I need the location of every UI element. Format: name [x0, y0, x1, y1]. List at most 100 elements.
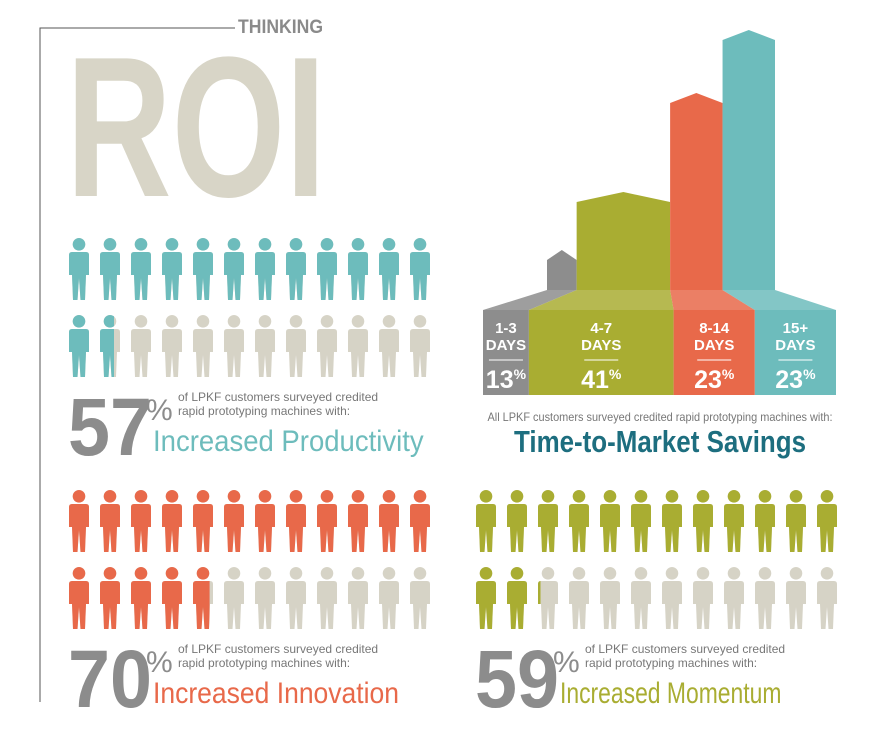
chart-title: Time-to-Market Savings — [514, 424, 806, 459]
person-filled — [569, 490, 589, 552]
bar-tower — [576, 192, 671, 290]
people — [69, 490, 430, 629]
person-filled — [476, 490, 496, 552]
caption-box: of LPKF customers surveyed credited rapi… — [178, 642, 379, 670]
category-label-box: 8-14 DAYS — [694, 320, 735, 354]
person-empty — [131, 315, 151, 377]
person-empty — [255, 315, 275, 377]
person-filled — [317, 238, 337, 300]
category-label-box: 15+ DAYS — [775, 320, 816, 354]
person-filled — [379, 490, 399, 552]
person-filled — [693, 490, 713, 552]
kicker: THINKING — [238, 17, 323, 38]
person-filled — [224, 490, 244, 552]
value-label: 23% — [775, 366, 816, 394]
category-label: 8-14 DAYS — [694, 320, 735, 354]
frame-line — [39, 27, 235, 702]
person-empty — [255, 567, 275, 629]
bar-tower — [670, 93, 723, 290]
person-empty — [569, 567, 589, 629]
person-empty — [724, 567, 744, 629]
person-filled — [69, 238, 89, 300]
main-title: ROI — [66, 16, 326, 239]
percent-value: 70 — [68, 634, 152, 725]
caption-box: of LPKF customers surveyed credited rapi… — [178, 390, 379, 418]
bar-band — [483, 290, 577, 310]
person-filled — [755, 490, 775, 552]
person-filled — [600, 490, 620, 552]
bar-tower — [547, 250, 577, 290]
person-filled — [100, 567, 120, 629]
person-filled — [317, 490, 337, 552]
person-filled — [476, 567, 496, 629]
headline: Increased Innovation — [153, 677, 399, 710]
person-filled — [224, 238, 244, 300]
person-filled — [410, 238, 430, 300]
value-label: 41% — [581, 366, 622, 394]
person-filled — [507, 490, 527, 552]
bar-box — [528, 310, 674, 395]
person-empty — [286, 567, 306, 629]
person-filled — [507, 567, 527, 629]
chart-subtitle: All LPKF customers surveyed credited rap… — [488, 410, 833, 424]
bar-band — [670, 290, 755, 310]
person-filled — [100, 490, 120, 552]
person-filled — [817, 490, 837, 552]
percent-sign: % — [553, 646, 580, 679]
person-empty — [631, 567, 651, 629]
person-filled — [786, 490, 806, 552]
person-filled — [255, 490, 275, 552]
person-empty — [224, 315, 244, 377]
person-filled — [286, 238, 306, 300]
category-label: 1-3 DAYS — [485, 320, 527, 354]
person-filled — [348, 490, 368, 552]
bar-band — [722, 290, 836, 310]
person-filled — [131, 567, 151, 629]
person-empty — [379, 315, 399, 377]
person-empty — [348, 315, 368, 377]
category-label-box: 4-7 DAYS — [581, 320, 622, 354]
bar-box — [673, 310, 755, 395]
caption: of LPKF customers surveyed credited rapi… — [585, 642, 786, 670]
person-empty — [224, 567, 244, 629]
category-label: 15+ DAYS — [775, 320, 816, 354]
person-filled — [348, 238, 368, 300]
person-filled — [410, 490, 430, 552]
percent-value: 59 — [475, 634, 559, 725]
bar-band — [528, 290, 674, 310]
value-percent: % — [609, 366, 622, 382]
percent-sign: % — [146, 646, 173, 679]
value-number: 23 — [775, 366, 803, 394]
value-label: 13% — [486, 366, 527, 394]
person-filled — [379, 238, 399, 300]
category-label: 4-7 DAYS — [581, 320, 622, 354]
value-percent: % — [722, 366, 735, 382]
bar-tower — [722, 30, 775, 290]
person-filled — [162, 567, 182, 629]
percent-sign: % — [146, 394, 173, 427]
caption-box: of LPKF customers surveyed credited rapi… — [585, 642, 786, 670]
person-empty — [410, 315, 430, 377]
value-number: 41 — [581, 366, 609, 394]
value-number: 23 — [694, 366, 722, 394]
person-empty — [348, 567, 368, 629]
value-number: 13 — [486, 366, 514, 394]
person-filled — [538, 490, 558, 552]
caption: of LPKF customers surveyed credited rapi… — [178, 390, 379, 418]
person-filled — [131, 238, 151, 300]
person-empty — [693, 567, 713, 629]
person-empty — [162, 315, 182, 377]
caption: of LPKF customers surveyed credited rapi… — [178, 642, 379, 670]
person-empty — [755, 567, 775, 629]
percent-value: 57 — [68, 382, 152, 473]
person-empty — [538, 567, 558, 629]
person-filled — [131, 490, 151, 552]
value-label: 23% — [694, 366, 735, 394]
person-filled — [631, 490, 651, 552]
person-filled — [538, 581, 541, 604]
person-filled — [724, 490, 744, 552]
headline: Increased Momentum — [560, 677, 781, 710]
value-percent: % — [514, 366, 527, 382]
person-filled — [193, 490, 213, 552]
person-filled — [255, 238, 275, 300]
